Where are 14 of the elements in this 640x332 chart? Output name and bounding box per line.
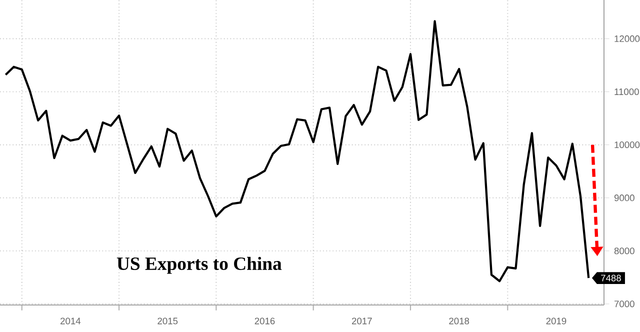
- x-tick-label: 2018: [449, 318, 470, 324]
- y-tick-label: 8000: [614, 248, 634, 254]
- x-tick-label: 2017: [352, 318, 372, 324]
- data-label: 7488: [601, 274, 621, 282]
- y-tick-label: 7000: [614, 300, 634, 308]
- y-tick-label: 9000: [614, 194, 634, 202]
- y-tick-label: 11000: [614, 88, 639, 96]
- x-tick-label: 2014: [60, 318, 81, 324]
- y-tick-label: 12000: [614, 35, 640, 42]
- x-tick-label: 2019: [546, 318, 566, 324]
- x-tick-label: 2015: [158, 318, 178, 324]
- x-tick-label: 2016: [254, 318, 275, 324]
- text: US Exports to China: [116, 256, 282, 274]
- y-tick-label: 10000: [614, 142, 640, 148]
